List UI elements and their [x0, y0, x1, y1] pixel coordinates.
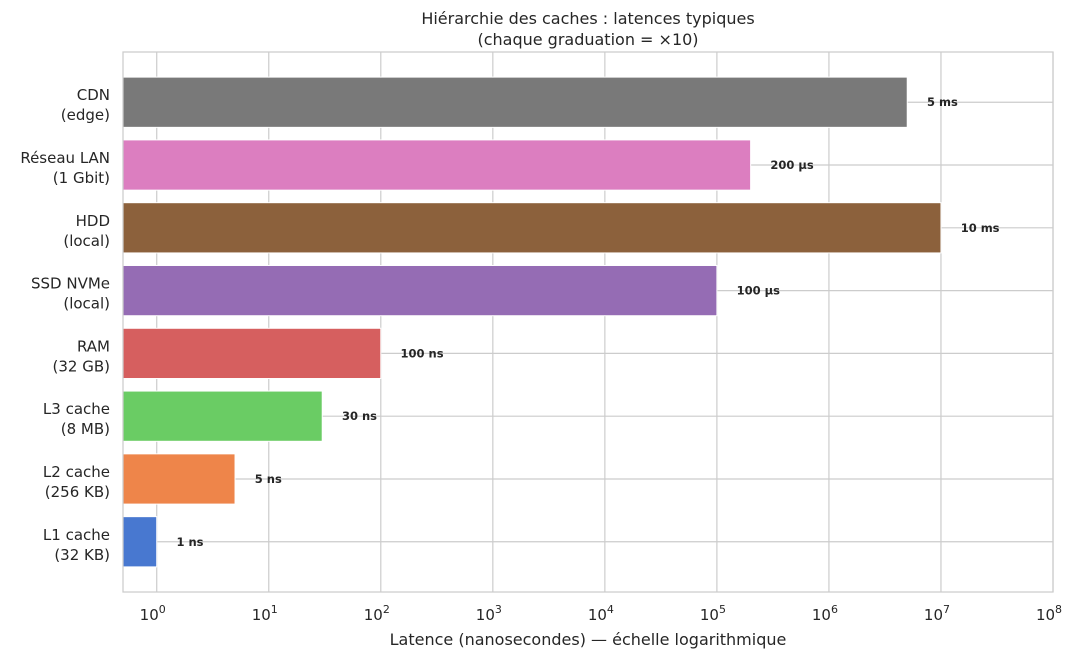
- bar: [122, 76, 908, 128]
- data-label: 1 ns: [176, 535, 203, 549]
- data-label: 5 ms: [927, 95, 958, 109]
- y-tick-label: HDD (local): [63, 212, 110, 250]
- bar: [122, 516, 158, 568]
- y-tick-label: RAM (32 GB): [53, 337, 110, 375]
- bar: [122, 264, 718, 317]
- x-tick-label: 102: [364, 603, 390, 624]
- x-tick-label: 100: [140, 603, 166, 624]
- x-tick-label: 103: [476, 603, 502, 624]
- y-tick-label: L3 cache (8 MB): [43, 400, 110, 438]
- data-label: 5 ns: [255, 472, 282, 486]
- y-tick-label: CDN (edge): [61, 86, 110, 124]
- y-tick-label: Réseau LAN (1 Gbit): [20, 149, 110, 187]
- data-label: 10 ms: [961, 221, 1000, 235]
- y-tick-label: L2 cache (256 KB): [43, 463, 110, 501]
- x-tick-label: 104: [588, 603, 614, 624]
- data-label: 100 ns: [401, 346, 444, 360]
- bar: [122, 327, 382, 380]
- x-axis-label: Latence (nanosecondes) — échelle logarit…: [390, 630, 787, 649]
- bar: [122, 390, 323, 442]
- plot-frame: [122, 51, 1054, 593]
- bar: [122, 202, 942, 254]
- bar: [122, 453, 236, 505]
- data-label: 100 µs: [737, 284, 780, 298]
- y-tick-label: L1 cache (32 KB): [43, 526, 110, 564]
- x-tick-label: 106: [812, 603, 838, 624]
- chart-title: Hiérarchie des caches : latences typique…: [421, 9, 754, 28]
- x-tick-label: 107: [924, 603, 950, 624]
- bar: [122, 139, 752, 191]
- chart-subtitle: (chaque graduation = ×10): [477, 30, 698, 49]
- data-label: 200 µs: [770, 158, 813, 172]
- x-tick-label: 108: [1036, 603, 1062, 624]
- data-label: 30 ns: [342, 409, 377, 423]
- x-tick-label: 101: [252, 603, 278, 624]
- y-tick-label: SSD NVMe (local): [31, 275, 110, 313]
- x-tick-label: 105: [700, 603, 726, 624]
